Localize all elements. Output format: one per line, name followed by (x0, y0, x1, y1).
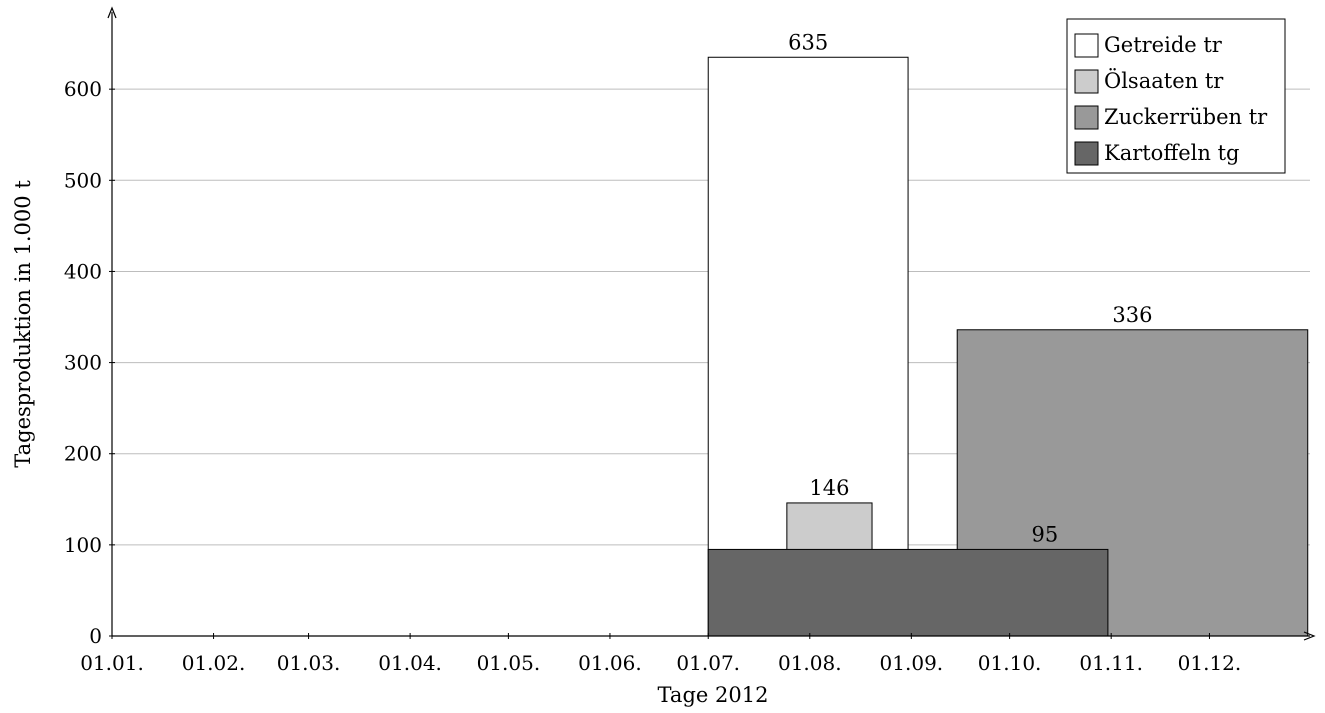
legend-label: Kartoffeln tg (1104, 141, 1239, 165)
legend-label: Ölsaaten tr (1104, 68, 1224, 93)
y-axis-label: Tagesproduktion in 1.000 t (11, 180, 35, 468)
legend-label: Getreide tr (1104, 33, 1223, 57)
legend-label: Zuckerrüben tr (1104, 105, 1268, 129)
bar-kartoffeln-tg (707, 548, 1109, 637)
x-tick-label: 01.07. (676, 651, 740, 675)
y-tick-label: 500 (64, 168, 102, 192)
bars (707, 56, 1309, 637)
y-tick-label: 400 (64, 259, 102, 283)
y-tick-label: 0 (89, 624, 102, 648)
y-tick-label: 300 (64, 351, 102, 375)
x-tick-labels: 01.01. 01.02. 01.03. 01.04. 01.05. 01.06. 01.0… (80, 633, 1241, 675)
legend-swatch (1074, 141, 1099, 166)
y-tick-label: 100 (64, 533, 102, 557)
x-tick-label: 01.09. (880, 651, 944, 675)
x-tick-label: 01.08. (778, 651, 842, 675)
y-axis-arrow-icon (107, 6, 117, 19)
axes (107, 6, 1316, 641)
x-tick-label: 01.04. (378, 651, 442, 675)
legend-frame (1066, 18, 1286, 174)
x-tick-label: 01.01. (80, 651, 144, 675)
legend: Getreide tr Ölsaaten tr Zuckerrüben tr Kart… (1066, 18, 1286, 174)
x-tick-label: 01.03. (277, 651, 341, 675)
data-label: 95 (1032, 522, 1059, 546)
y-tick-label: 600 (64, 77, 102, 101)
x-tick-label: 01.12. (1178, 651, 1242, 675)
y-tick-label: 200 (64, 442, 102, 466)
data-labels: 635 146 336 95 (788, 30, 1152, 546)
legend-swatch (1074, 69, 1099, 94)
legend-swatch (1074, 33, 1099, 58)
x-axis-arrow-icon (1303, 631, 1316, 641)
x-tick-label: 01.06. (578, 651, 642, 675)
data-label: 635 (788, 30, 828, 54)
x-tick-label: 01.11. (1079, 651, 1143, 675)
x-tick-label: 01.10. (978, 651, 1042, 675)
data-label: 336 (1112, 303, 1152, 327)
x-tick-label: 01.02. (182, 651, 246, 675)
x-tick-label: 01.05. (477, 651, 541, 675)
x-axis-label: Tage 2012 (658, 683, 769, 707)
data-label: 146 (809, 476, 849, 500)
y-tick-labels: 0 100 200 300 400 500 600 (64, 77, 102, 648)
legend-swatch (1074, 105, 1099, 130)
